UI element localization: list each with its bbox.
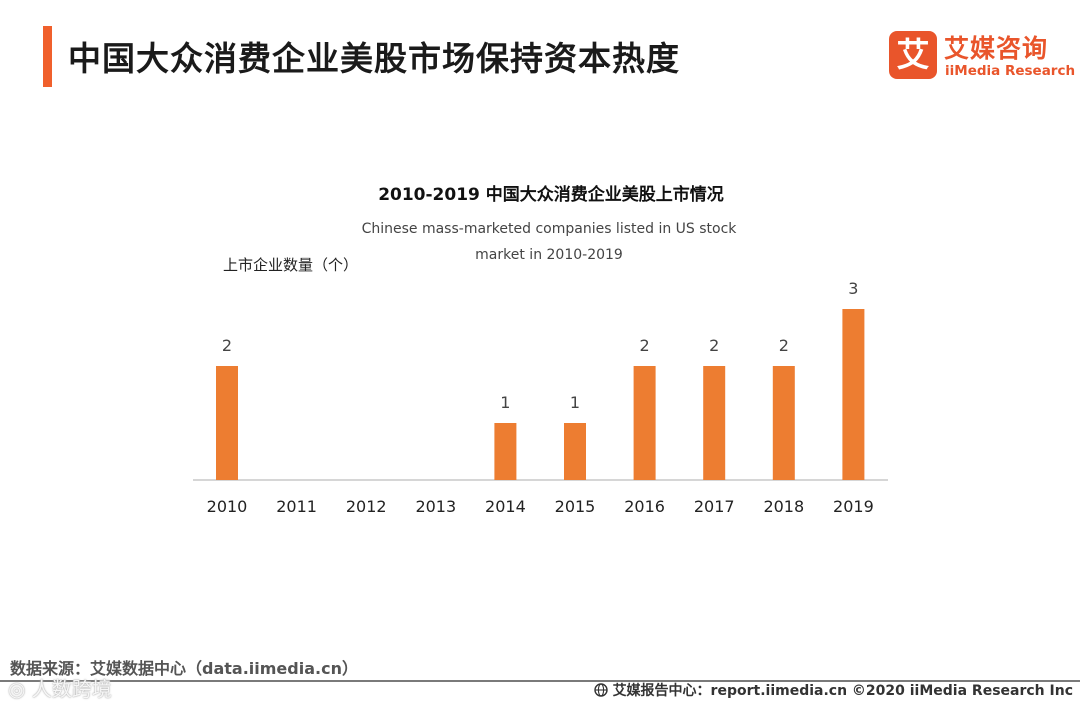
y-axis-label: 上市企业数量（个） (223, 256, 358, 274)
data-source: 数据来源：艾媒数据中心（data.iimedia.cn） (10, 659, 358, 678)
iimedia-logo: 艾 艾媒咨询 iiMedia Research (889, 31, 1075, 83)
logo-badge-icon: 艾 (889, 31, 937, 79)
x-tick-2015: 2015 (555, 497, 596, 516)
bar-2015 (564, 423, 586, 480)
bar-2018 (772, 366, 795, 480)
footer-report-center: 艾媒报告中心：report.iimedia.cn ©2020 iiMedia R… (593, 680, 1073, 700)
data-label-2016: 2 (640, 336, 650, 355)
logo-english-name: iiMedia Research (945, 63, 1076, 79)
x-tick-2014: 2014 (485, 497, 526, 516)
page-title: 中国大众消费企业美股市场保持资本热度 (68, 39, 680, 78)
x-tick-2018: 2018 (763, 497, 804, 516)
watermark: ◎ 人数跨境 (8, 677, 112, 701)
bar-2010 (216, 366, 238, 480)
data-label-2019: 3 (848, 279, 858, 298)
footer-report-text: 艾媒报告中心：report.iimedia.cn ©2020 iiMedia R… (612, 683, 1073, 699)
footer-divider (0, 680, 1080, 682)
chart-subtitle-line1: Chinese mass-marketed companies listed i… (362, 221, 738, 237)
bar-2014 (494, 423, 517, 480)
x-tick-2016: 2016 (624, 497, 665, 516)
chart-title: 2010-2019 中国大众消费企业美股上市情况 (378, 184, 724, 205)
logo-chinese-name: 艾媒咨询 (944, 34, 1049, 63)
globe-icon (593, 683, 608, 697)
title-accent-bar (43, 26, 52, 87)
x-tick-2013: 2013 (415, 497, 456, 516)
bar-2019 (842, 309, 865, 480)
data-label-2018: 2 (779, 336, 789, 355)
x-tick-2011: 2011 (276, 497, 317, 516)
data-label-2010: 2 (222, 336, 232, 355)
x-tick-2010: 2010 (207, 497, 248, 516)
x-tick-2017: 2017 (694, 497, 735, 516)
chart-subtitle-line2: market in 2010-2019 (475, 247, 623, 263)
data-label-2014: 1 (500, 393, 510, 412)
x-tick-2019: 2019 (833, 497, 874, 516)
data-label-2017: 2 (709, 336, 719, 355)
bar-2016 (633, 366, 656, 480)
data-label-2015: 1 (570, 393, 580, 412)
x-tick-2012: 2012 (346, 497, 387, 516)
bar-2017 (703, 366, 726, 480)
